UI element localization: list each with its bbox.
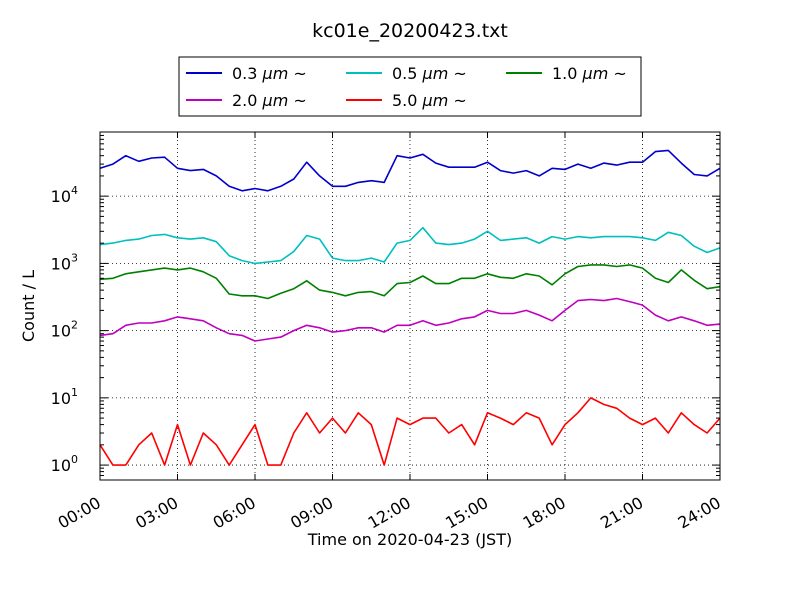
series-line-3 bbox=[99, 297, 721, 342]
series-line-2 bbox=[99, 264, 721, 300]
series-line-4 bbox=[99, 397, 721, 466]
x-tick-label: 15:00 bbox=[442, 493, 491, 533]
x-tick-label: 12:00 bbox=[365, 493, 414, 533]
legend-box bbox=[178, 56, 642, 117]
x-tick-label: 03:00 bbox=[132, 493, 181, 533]
axis-ticks bbox=[99, 131, 721, 481]
chart-title: kc01e_20200423.txt bbox=[312, 20, 508, 42]
x-tick-label: 21:00 bbox=[597, 493, 646, 533]
legend-label-0: 0.3 μm ~ bbox=[232, 64, 307, 83]
y-tick-label: 101 bbox=[51, 386, 78, 408]
y-tick-label: 100 bbox=[51, 453, 78, 475]
x-tick-label: 00:00 bbox=[55, 493, 104, 533]
x-tick-label: 24:00 bbox=[675, 493, 724, 533]
y-tick-labels: 100 101 102 103 104 bbox=[51, 184, 78, 475]
series-line-0 bbox=[99, 149, 721, 192]
series-group bbox=[99, 149, 721, 466]
legend-label-2: 1.0 μm ~ bbox=[552, 64, 627, 83]
x-tick-label: 18:00 bbox=[520, 493, 569, 533]
legend-label-4: 5.0 μm ~ bbox=[392, 91, 467, 110]
legend: 0.3 μm ~ 0.5 μm ~ 1.0 μm ~ 2.0 μm ~ 5.0 μm ~ bbox=[178, 56, 642, 117]
x-axis-label: Time on 2020-04-23 (JST) bbox=[307, 530, 512, 549]
y-tick-label: 104 bbox=[51, 184, 78, 206]
y-axis-label: Count / L bbox=[19, 270, 38, 342]
legend-label-1: 0.5 μm ~ bbox=[392, 64, 467, 83]
x-tick-labels: 00:00 03:00 06:00 09:00 12:00 15:00 18:00 21:00… bbox=[55, 493, 724, 533]
legend-label-3: 2.0 μm ~ bbox=[232, 91, 307, 110]
y-tick-label: 103 bbox=[51, 251, 78, 273]
x-tick-label: 06:00 bbox=[210, 493, 259, 533]
x-tick-label: 09:00 bbox=[287, 493, 336, 533]
y-tick-label: 102 bbox=[51, 319, 78, 341]
series-line-1 bbox=[99, 226, 721, 265]
grid bbox=[100, 132, 720, 480]
